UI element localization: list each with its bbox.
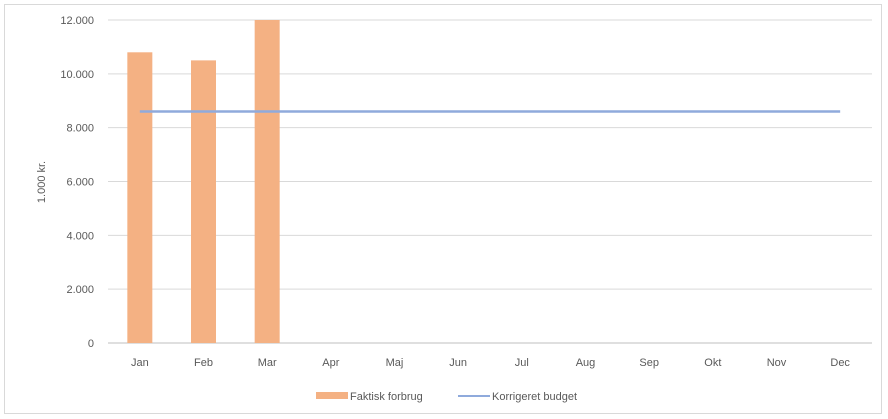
y-tick-label: 10.000 [60, 69, 94, 81]
x-tick-label: Okt [704, 357, 721, 369]
legend-label-korrigeret-budget: Korrigeret budget [492, 391, 577, 403]
y-axis-ticks: 0 2.000 4.000 6.000 8.000 10.000 12.000 [60, 15, 94, 350]
bar [254, 20, 280, 343]
y-tick-label: 8.000 [66, 123, 94, 135]
x-tick-label: Aug [576, 357, 596, 369]
y-tick-label: 2.000 [66, 284, 94, 296]
x-tick-label: Nov [767, 357, 787, 369]
x-tick-label: Dec [830, 357, 850, 369]
x-tick-label: Maj [386, 357, 404, 369]
legend: Faktisk forbrug Korrigeret budget [316, 391, 577, 403]
x-tick-label: Jun [449, 357, 467, 369]
gridlines [108, 19, 872, 344]
legend-swatch-faktisk-forbrug [316, 392, 348, 399]
x-tick-label: Apr [322, 357, 339, 369]
x-tick-label: Mar [258, 357, 277, 369]
x-tick-label: Feb [194, 357, 213, 369]
legend-label-faktisk-forbrug: Faktisk forbrug [350, 391, 423, 403]
y-tick-label: 4.000 [66, 230, 94, 242]
y-tick-label: 0 [88, 338, 94, 350]
y-axis-title: 1.000 kr. [36, 161, 48, 203]
y-tick-label: 12.000 [60, 15, 94, 27]
bar [127, 52, 153, 344]
x-axis-ticks: Jan Feb Mar Apr Maj Jun Jul Aug Sep Okt Nov Dec [131, 357, 850, 369]
bar-series-faktisk-forbrug [127, 20, 280, 344]
x-tick-label: Jul [515, 357, 529, 369]
bar [191, 60, 216, 343]
y-tick-label: 6.000 [66, 177, 94, 189]
x-tick-label: Sep [639, 357, 659, 369]
x-tick-label: Jan [131, 357, 149, 369]
